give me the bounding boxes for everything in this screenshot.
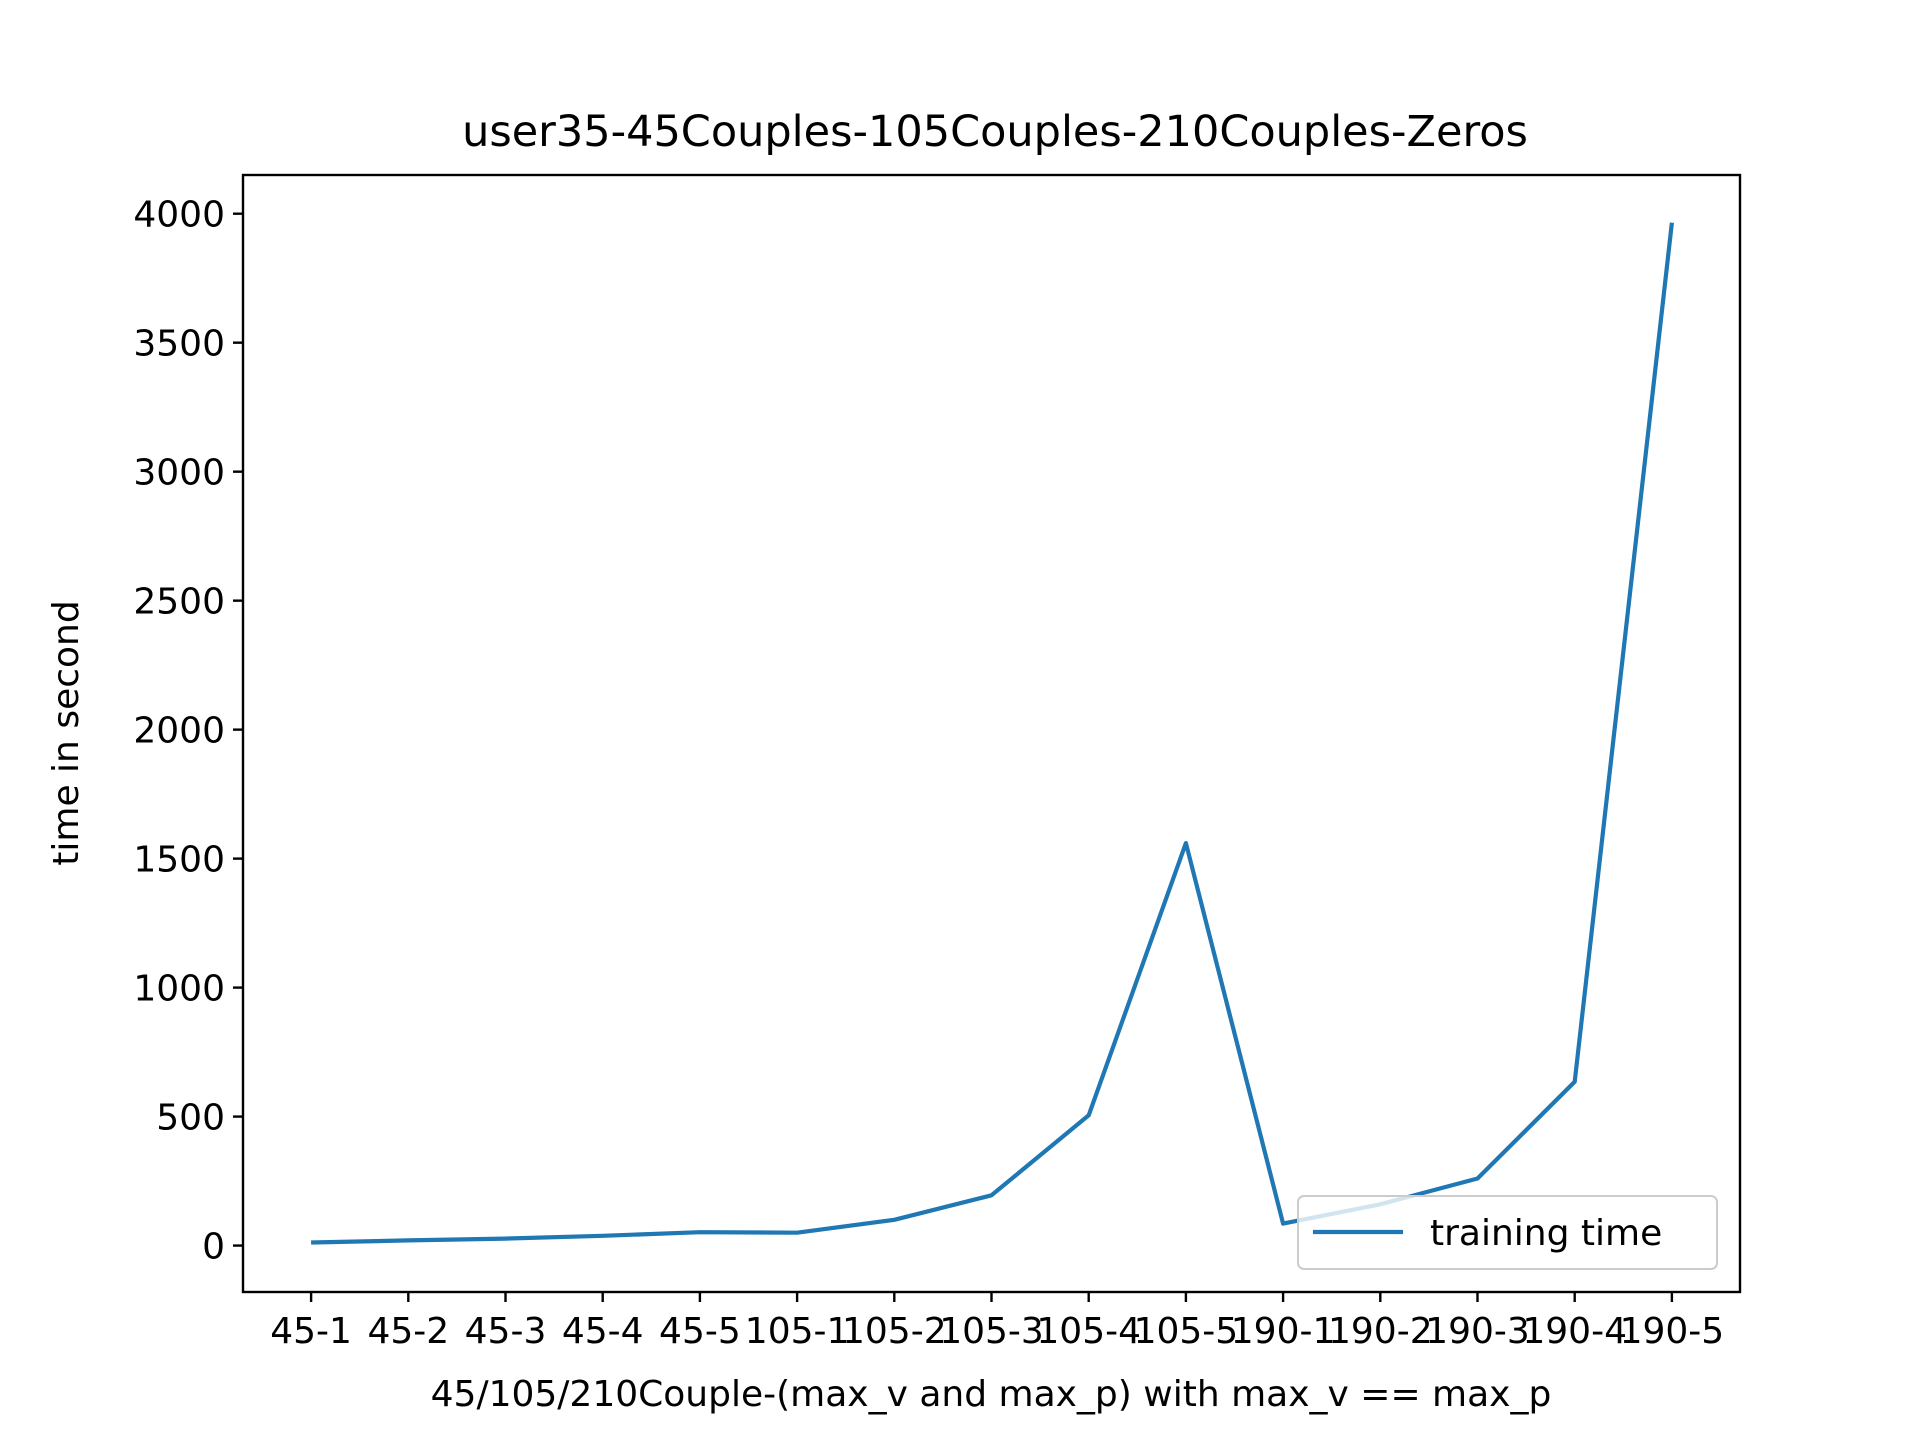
x-tick-label: 190-3	[1425, 1311, 1530, 1352]
y-tick-label: 1000	[133, 969, 225, 1010]
legend-label-training-time: training time	[1430, 1213, 1662, 1254]
x-tick-label: 45-2	[367, 1311, 449, 1352]
y-tick-label: 2500	[133, 582, 225, 623]
x-axis: 45-1 45-2 45-3 45-4 45-5 105-1105-2105-3105-4…	[270, 1292, 1724, 1352]
x-tick-label: 105-4	[1036, 1311, 1141, 1352]
legend-frame	[1297, 1195, 1718, 1270]
chart-title: user35-45Couples-105Couples-210Couples-Z…	[462, 107, 1528, 157]
x-tick-label: 45-3	[465, 1311, 547, 1352]
x-tick-label: 190-1	[1231, 1311, 1336, 1352]
y-tick-label: 500	[156, 1098, 225, 1139]
x-tick-label: 105-2	[842, 1311, 947, 1352]
series-layer	[311, 222, 1674, 1245]
x-tick-label: 45-4	[562, 1311, 644, 1352]
series-line-training-time	[311, 222, 1674, 1245]
x-tick-label: 105-1	[745, 1311, 850, 1352]
x-tick-label: 105-3	[939, 1311, 1044, 1352]
x-tick-label: 45-5	[659, 1311, 741, 1352]
x-tick-label: 190-2	[1328, 1311, 1433, 1352]
y-tick-label: 2000	[133, 711, 225, 752]
x-tick-label: 190-5	[1620, 1311, 1725, 1352]
x-tick-label: 105-5	[1134, 1311, 1239, 1352]
x-tick-label: 45-1	[270, 1311, 352, 1352]
legend: training time	[1297, 1195, 1718, 1270]
y-tick-label: 3000	[133, 453, 225, 494]
x-tick-label: 190-4	[1522, 1311, 1627, 1352]
y-tick-label: 1500	[133, 840, 225, 881]
y-axis: 0 500 1000 1500 2000 2500 3000 3500 4000	[133, 195, 243, 1268]
y-tick-label: 4000	[133, 195, 225, 236]
y-tick-label: 3500	[133, 324, 225, 365]
x-axis-label: 45/105/210Couple-(max_v and max_p) with …	[431, 1374, 1552, 1415]
y-axis-label: time in second	[46, 600, 87, 865]
y-tick-label: 0	[202, 1227, 225, 1268]
